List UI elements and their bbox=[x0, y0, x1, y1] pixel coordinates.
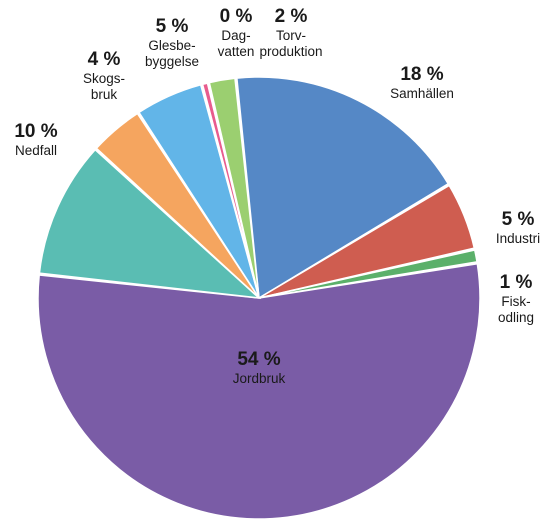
slice-value-label-4: 10 % bbox=[14, 121, 57, 142]
slice-value-label-3: 54 % bbox=[237, 349, 280, 370]
pie-slice-6 bbox=[137, 83, 260, 299]
pie-slice-0 bbox=[236, 76, 450, 300]
slice-category-label-4-0: Nedfall bbox=[15, 143, 57, 158]
slice-value-label-8: 2 % bbox=[275, 6, 308, 27]
slice-category-label-1-0: Industri bbox=[496, 231, 540, 246]
slice-value-label-5: 4 % bbox=[88, 49, 121, 70]
pie-slice-7 bbox=[201, 82, 260, 299]
pie-slices bbox=[37, 76, 481, 519]
slice-category-label-8-0: Torv- bbox=[276, 28, 306, 43]
slice-category-label-2-1: odling bbox=[498, 310, 534, 325]
pie-slice-8 bbox=[208, 77, 260, 299]
slice-category-label-6-0: Glesbe- bbox=[148, 38, 195, 53]
slice-category-label-3-0: Jordbruk bbox=[233, 371, 286, 386]
slice-value-label-0: 18 % bbox=[400, 64, 443, 85]
slice-category-label-5-0: Skogs- bbox=[83, 71, 125, 86]
slice-category-label-0-0: Samhällen bbox=[390, 86, 454, 101]
slice-category-label-7-0: Dag- bbox=[221, 28, 250, 43]
slice-category-label-2-0: Fisk- bbox=[501, 294, 530, 309]
slice-category-label-6-1: byggelse bbox=[145, 54, 199, 69]
pie-slice-5 bbox=[95, 112, 260, 299]
slice-value-label-6: 5 % bbox=[156, 16, 189, 37]
slice-value-label-1: 5 % bbox=[502, 209, 535, 230]
pie-slice-4 bbox=[38, 148, 262, 300]
pie-slice-1 bbox=[258, 184, 476, 299]
pie-slice-2 bbox=[258, 249, 478, 299]
pie-slice-3 bbox=[37, 262, 481, 519]
slice-category-label-7-1: vatten bbox=[218, 44, 255, 59]
slice-value-label-7: 0 % bbox=[220, 6, 253, 27]
slice-value-label-2: 1 % bbox=[500, 272, 533, 293]
slice-category-label-5-1: bruk bbox=[91, 87, 118, 102]
slice-category-label-8-1: produktion bbox=[259, 44, 322, 59]
